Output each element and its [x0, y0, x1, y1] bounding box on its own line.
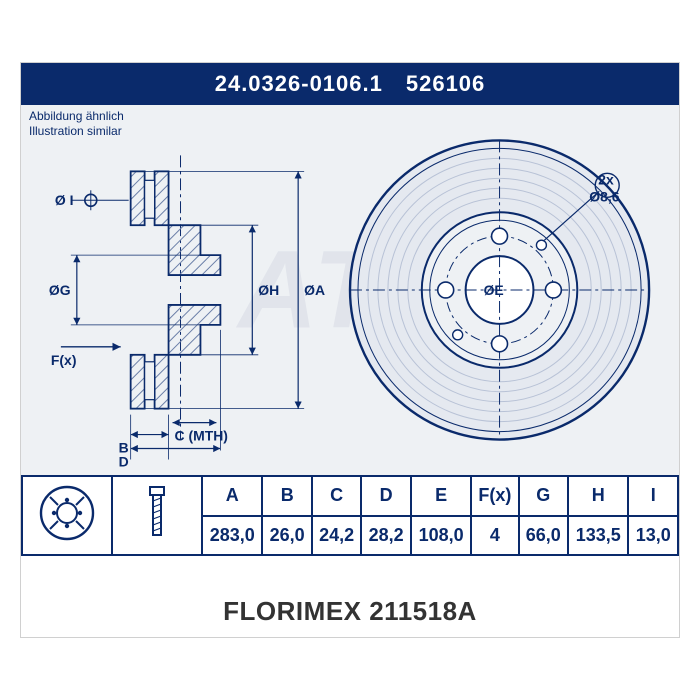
col-H: H [568, 476, 628, 516]
bolt-icon [140, 483, 174, 543]
val-B: 26,0 [262, 516, 311, 556]
diagram-area: Abbildung ähnlich Illustration similar A… [21, 105, 679, 475]
label-Fx: F(x) [51, 352, 77, 368]
label-diaI: Ø I [55, 192, 74, 208]
val-E: 108,0 [411, 516, 471, 556]
disc-icon-cell [22, 476, 112, 555]
val-G: 66,0 [519, 516, 568, 556]
cross-section-view: Ø I ØG F(x) ØH ØA [49, 155, 325, 469]
spec-table: A B C D E F(x) G H I 283,0 26,0 24,2 28,… [21, 475, 679, 556]
technical-drawing: Ø I ØG F(x) ØH ØA [21, 105, 679, 475]
val-C: 24,2 [312, 516, 361, 556]
val-I: 13,0 [628, 516, 678, 556]
label-86: Ø8,6 [589, 188, 619, 204]
col-E: E [411, 476, 471, 516]
product-card: 24.0326-0106.1 526106 Abbildung ähnlich … [20, 62, 680, 638]
label-diaA: ØA [304, 282, 325, 298]
label-diaG: ØG [49, 282, 71, 298]
col-G: G [519, 476, 568, 516]
table-header-row: A B C D E F(x) G H I [22, 476, 678, 516]
col-A: A [202, 476, 262, 516]
val-H: 133,5 [568, 516, 628, 556]
header-bar: 24.0326-0106.1 526106 [21, 63, 679, 105]
val-A: 283,0 [202, 516, 262, 556]
label-D: D [119, 453, 129, 469]
col-F: F(x) [471, 476, 518, 516]
part-number: 24.0326-0106.1 526106 [215, 71, 486, 96]
val-F: 4 [471, 516, 518, 556]
label-CMTH: C (MTH) [175, 428, 228, 444]
val-D: 28,2 [361, 516, 410, 556]
col-I: I [628, 476, 678, 516]
label-diaH: ØH [258, 282, 279, 298]
bolt-icon-cell [112, 476, 202, 555]
col-C: C [312, 476, 361, 516]
col-B: B [262, 476, 311, 516]
col-D: D [361, 476, 410, 516]
footer-caption: FLORIMEX 211518A [21, 556, 679, 637]
label-2x: 2x [598, 171, 614, 187]
rotor-icon [36, 483, 98, 543]
front-view: 2x Ø8,6 ØE [350, 140, 649, 439]
label-diaE: ØE [484, 282, 504, 298]
